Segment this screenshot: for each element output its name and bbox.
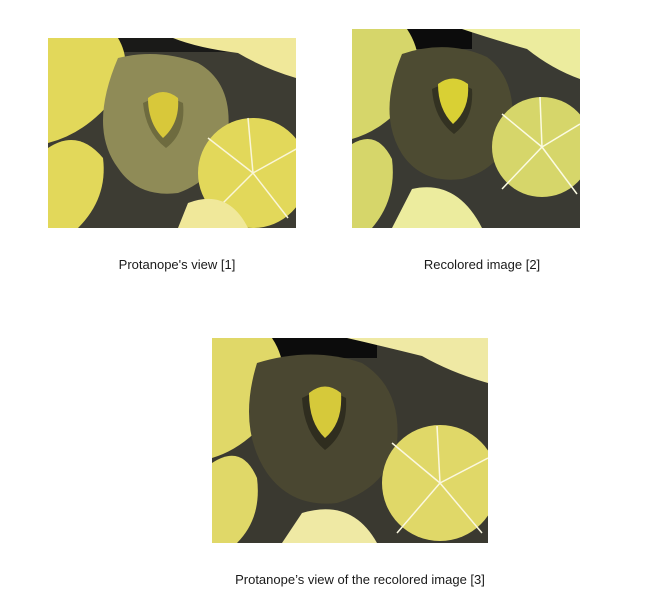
- leaf-bottom-left: [352, 139, 393, 228]
- flower-photo: [48, 38, 296, 228]
- round-leaf: [492, 97, 580, 197]
- caption-protanope-view-recolored: Protanope’s view of the recolored image …: [235, 572, 485, 587]
- protanope-view-image: [48, 38, 296, 228]
- leaf-bottom: [178, 198, 248, 228]
- leaf-veins: [501, 96, 580, 195]
- leaf-top-right: [462, 29, 580, 79]
- protanope-view-recolored-image: [212, 338, 488, 543]
- leaf-bottom: [282, 509, 377, 543]
- leaf-veins: [391, 425, 488, 534]
- leaf-bottom-left: [212, 455, 258, 543]
- leaf-top-right: [173, 38, 296, 78]
- flower-photo: [212, 338, 488, 543]
- round-leaf: [198, 118, 296, 228]
- leaf-bottom: [392, 187, 482, 228]
- leaf-top-right: [347, 338, 488, 383]
- leaf-top-left: [48, 38, 126, 143]
- recolored-image: [352, 29, 580, 228]
- caption-protanope-view: Protanope's view [1]: [118, 257, 236, 272]
- caption-recolored-image: Recolored image [2]: [423, 257, 541, 272]
- dark-backdrop: [267, 338, 377, 358]
- flower-center: [148, 92, 179, 138]
- flower-center: [438, 78, 469, 124]
- flower-center: [309, 386, 342, 438]
- round-leaf: [382, 425, 488, 541]
- leaf-bottom-left: [48, 140, 104, 228]
- flower-photo: [352, 29, 580, 228]
